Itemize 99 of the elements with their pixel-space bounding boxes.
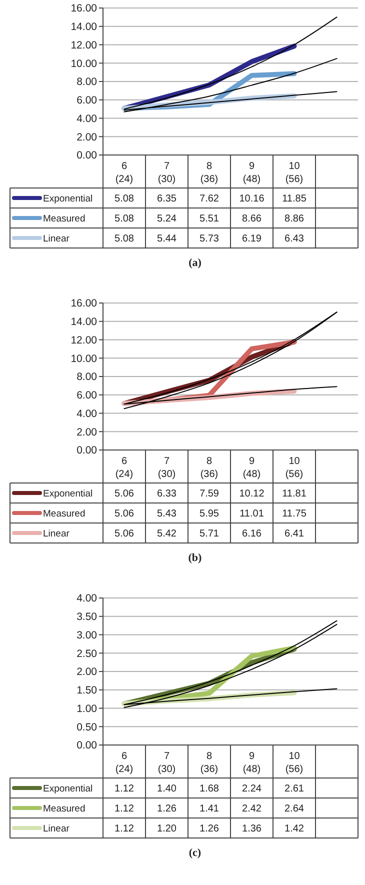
y-tick-label: 6.00 (76, 94, 98, 107)
x-tick-label: 6 (24) (115, 456, 134, 480)
data-label: 11.01 (240, 508, 264, 520)
legend-label: Exponential (43, 488, 93, 500)
data-label: 6.43 (284, 234, 304, 244)
x-tick-label: 8 (36) (200, 751, 218, 775)
data-label: 1.12 (114, 804, 134, 814)
data-label: 6.41 (284, 528, 304, 540)
data-label: 1.20 (157, 824, 177, 834)
y-tick-label: 8.00 (76, 371, 98, 384)
y-tick-label: 4.00 (76, 408, 98, 420)
data-label: 5.95 (200, 508, 220, 520)
data-label: 5.51 (200, 214, 220, 224)
y-tick-label: 10.00 (70, 352, 98, 365)
y-tick-label: 3.00 (76, 629, 98, 642)
data-label: 6.19 (242, 234, 262, 244)
y-tick-label: 16.00 (70, 2, 98, 15)
x-tick-label: 10 (56) (285, 751, 304, 775)
data-label: 5.73 (200, 234, 220, 244)
text: (b) (188, 552, 202, 564)
data-label: 1.12 (114, 784, 134, 794)
data-label: 1.12 (114, 824, 134, 834)
data-label: 5.42 (157, 528, 177, 540)
y-tick-label: 16.00 (70, 298, 98, 310)
data-label: 2.64 (284, 804, 304, 814)
data-label: 5.06 (114, 488, 134, 500)
data-label: 2.24 (242, 784, 262, 794)
data-label: 1.26 (200, 824, 220, 834)
text: (c) (188, 847, 202, 859)
legend-label: Linear (43, 233, 70, 244)
x-tick-label: 6 (24) (115, 751, 134, 775)
y-tick-label: 14.00 (70, 316, 98, 328)
data-label: 6.33 (157, 488, 177, 500)
y-tick-label: 4.00 (76, 592, 98, 605)
y-tick-label: 0.00 (76, 150, 98, 162)
data-label: 1.26 (157, 804, 177, 814)
legend-label: Measured (43, 508, 86, 520)
legend-label: Measured (43, 213, 86, 224)
data-label: 7.62 (200, 194, 220, 204)
data-label: 1.68 (200, 784, 220, 794)
legend-label: Measured (43, 803, 86, 814)
data-label: 5.43 (157, 508, 177, 520)
y-tick-label: 1.00 (76, 702, 98, 715)
y-tick-label: 10.00 (70, 58, 98, 70)
y-tick-label: 0.00 (76, 740, 98, 752)
x-tick-label: 10 (56) (285, 161, 304, 185)
data-label: 8.66 (242, 214, 262, 224)
x-tick-label: 6 (24) (115, 161, 134, 185)
x-tick-label: 8 (36) (200, 456, 218, 480)
y-tick-label: 0.00 (76, 444, 98, 457)
y-tick-label: 6.00 (76, 390, 98, 402)
data-label: 5.06 (114, 528, 134, 540)
y-tick-label: 12.00 (70, 39, 98, 52)
data-label: 10.12 (239, 488, 265, 500)
data-label: 11.85 (282, 194, 307, 204)
data-label: 8.86 (284, 214, 304, 224)
x-tick-label: 10 (56) (285, 456, 304, 480)
data-label: 2.61 (284, 784, 304, 794)
data-label: 1.42 (284, 824, 304, 834)
data-label: 11.81 (282, 488, 307, 500)
data-label: 5.08 (114, 194, 134, 204)
text: (a) (188, 257, 202, 269)
y-tick-label: 12.00 (70, 334, 98, 346)
x-tick-label: 9 (48) (242, 456, 261, 480)
x-tick-label: 7 (30) (158, 161, 176, 185)
legend-label: Exponential (43, 783, 93, 794)
data-label: 5.24 (157, 214, 177, 224)
data-label: 1.36 (242, 824, 262, 834)
data-label: 5.08 (114, 214, 134, 224)
legend-label: Linear (43, 528, 70, 540)
x-tick-label: 8 (36) (200, 161, 218, 185)
x-tick-label: 9 (48) (242, 161, 261, 185)
x-tick-label: 7 (30) (158, 456, 176, 480)
x-tick-label: 9 (48) (242, 751, 261, 775)
y-tick-label: 2.50 (76, 648, 98, 660)
y-tick-label: 2.00 (76, 131, 98, 144)
legend-label: Exponential (43, 193, 93, 204)
y-tick-label: 4.00 (76, 112, 98, 125)
data-label: 10.16 (239, 194, 265, 204)
data-label: 6.16 (242, 528, 262, 540)
x-tick-label: 7 (30) (158, 751, 176, 775)
data-label: 11.75 (282, 508, 307, 520)
y-tick-label: 2.00 (76, 666, 98, 678)
y-tick-label: 1.50 (76, 684, 98, 697)
data-label: 5.44 (157, 234, 177, 244)
data-label: 2.42 (242, 804, 262, 814)
y-tick-label: 3.50 (76, 611, 98, 624)
y-tick-label: 2.00 (76, 426, 98, 438)
legend-label: Linear (43, 823, 70, 834)
y-tick-label: 14.00 (70, 21, 98, 34)
data-label: 1.41 (200, 804, 220, 814)
y-tick-label: 0.50 (76, 721, 98, 734)
data-label: 7.59 (200, 488, 220, 500)
y-tick-label: 8.00 (76, 76, 98, 88)
data-label: 5.08 (114, 234, 134, 244)
data-label: 1.40 (157, 784, 177, 794)
data-label: 5.06 (114, 508, 134, 520)
data-label: 5.71 (200, 528, 220, 540)
data-label: 6.35 (157, 194, 177, 204)
